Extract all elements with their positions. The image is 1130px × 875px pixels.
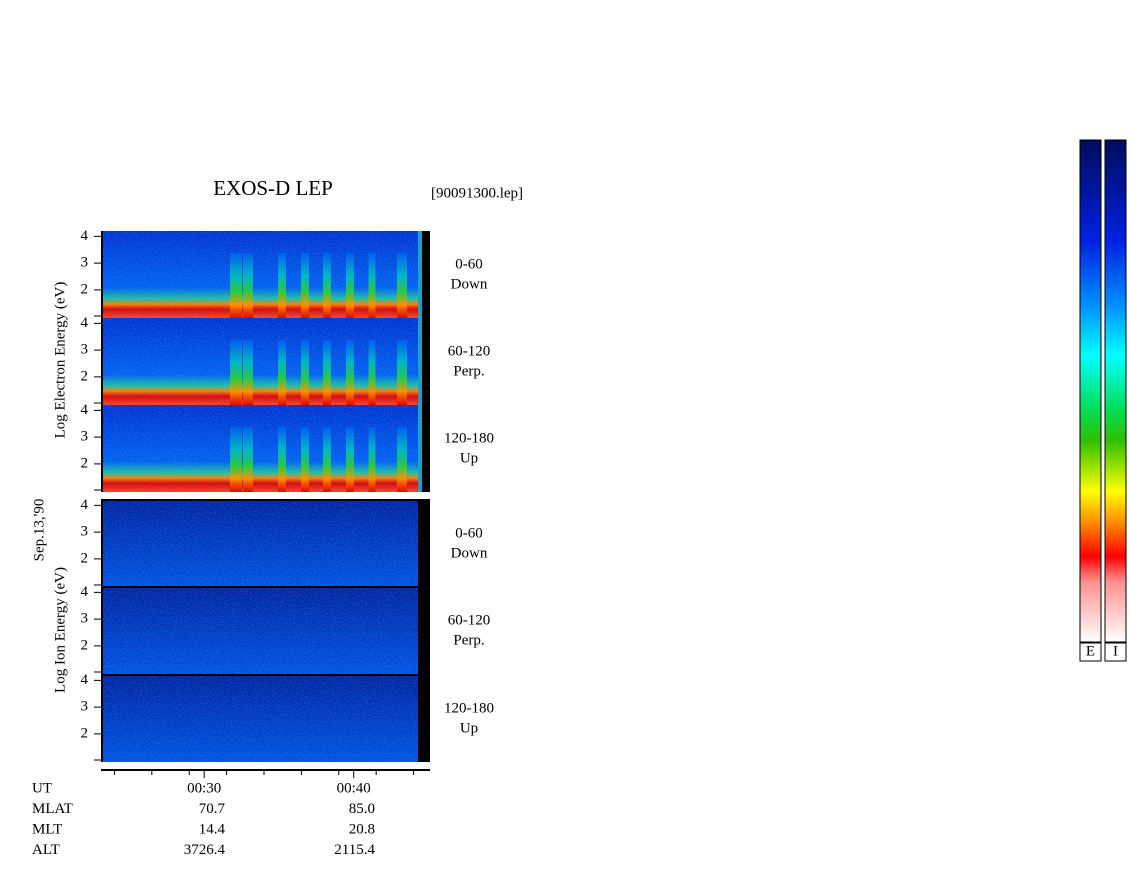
spectrogram-noise [103, 405, 418, 492]
spectrogram-burst [278, 427, 286, 492]
spectrogram-burst [278, 340, 286, 405]
y-tick-label: 3 [81, 699, 89, 715]
spectrogram-burst [346, 340, 354, 405]
panel-sublabel: Perp. [453, 363, 484, 379]
y-tick-label: 2 [81, 550, 89, 566]
y-tick-label: 3 [81, 524, 89, 540]
spectrogram-burst [368, 427, 376, 492]
y-tick-label: 4 [81, 402, 89, 418]
colorbar-label: I [1113, 643, 1118, 659]
panel-label: 120-180 [444, 430, 494, 446]
ephemeris-value: 70.7 [199, 801, 226, 817]
title: EXOS-D LEP [213, 176, 333, 200]
y-tick-label: 2 [81, 455, 89, 471]
y-tick-label: 2 [81, 368, 89, 384]
y-tick-label: 3 [81, 429, 89, 445]
spectrogram-burst [368, 340, 376, 405]
y-tick-label: 3 [81, 255, 89, 271]
panel-sublabel: Down [451, 276, 488, 292]
spectrogram-burst [301, 340, 309, 405]
x-tick-label: 00:30 [187, 780, 221, 796]
ephemeris-name: ALT [32, 842, 60, 858]
ephemeris-value: 2115.4 [334, 842, 375, 858]
spectrogram-burst [301, 427, 309, 492]
ephemeris-value: 85.0 [349, 801, 375, 817]
panel-sublabel: Down [451, 545, 488, 561]
spectrogram-burst [397, 253, 407, 318]
y-tick-label: 3 [81, 342, 89, 358]
ephemeris-name: MLAT [32, 801, 73, 817]
panel-label: 0-60 [455, 256, 483, 272]
edge-strip [418, 231, 422, 318]
colorbar-label-box [1079, 642, 1102, 662]
panel-sublabel: Up [460, 450, 478, 466]
ephemeris-name: MLT [32, 821, 62, 837]
spectrogram-noise [103, 500, 418, 587]
panel-sublabel: Perp. [453, 632, 484, 648]
ephemeris-name: UT [32, 780, 52, 796]
colorbar-label-box [1104, 642, 1127, 662]
spectrogram-noise [103, 318, 418, 405]
y-tick-label: 4 [81, 584, 89, 600]
spectrogram-noise [103, 231, 418, 318]
y-tick-label: 3 [81, 611, 89, 627]
panel-label: 120-180 [444, 700, 494, 716]
spectrogram-burst [243, 253, 253, 318]
spectrogram-burst [243, 340, 253, 405]
edge-strip [418, 405, 422, 492]
spectrogram-burst [278, 253, 286, 318]
panel-label: 60-120 [448, 343, 491, 359]
colorbar [1079, 139, 1102, 643]
colorbar-label: E [1086, 643, 1095, 659]
spectrogram-burst [230, 253, 242, 318]
spectrogram-burst [243, 427, 253, 492]
electron-axis-label: Log Electron Energy (eV) [52, 282, 68, 439]
y-tick-label: 4 [81, 497, 89, 513]
y-tick-label: 4 [81, 672, 89, 688]
edge-strip [418, 500, 430, 587]
colorbar [1104, 139, 1127, 643]
spectrogram-burst [230, 340, 242, 405]
edge-strip [418, 318, 422, 405]
spectrogram-burst [301, 253, 309, 318]
panel-label: 0-60 [455, 525, 483, 541]
y-tick-label: 4 [81, 315, 89, 331]
edge-strip [418, 587, 430, 674]
panel-label: 60-120 [448, 612, 491, 628]
panel-sublabel: Up [460, 720, 478, 736]
spectrogram-burst [323, 427, 331, 492]
x-tick-label: 00:40 [337, 780, 371, 796]
spectrogram-burst [346, 253, 354, 318]
spectrogram-burst [323, 340, 331, 405]
y-tick-label: 2 [81, 281, 89, 297]
y-tick-label: 2 [81, 637, 89, 653]
spectrogram-noise [103, 675, 418, 762]
spectrogram-burst [397, 340, 407, 405]
spectrogram-burst [368, 253, 376, 318]
date: Sep.13,'90 [31, 499, 47, 562]
edge-strip [418, 675, 430, 762]
y-tick-label: 2 [81, 725, 89, 741]
spectrogram-burst [230, 427, 242, 492]
y-tick-label: 4 [81, 228, 89, 244]
spectrogram-burst [397, 427, 407, 492]
ephemeris-value: 20.8 [349, 821, 375, 837]
ephemeris-value: 14.4 [199, 821, 226, 837]
ephemeris-value: 3726.4 [184, 842, 226, 858]
spectrogram-burst [346, 427, 354, 492]
spectrogram-noise [103, 587, 418, 674]
ion-axis-label: Log Ion Energy (eV) [52, 567, 68, 693]
file-name: [90091300.lep] [431, 185, 523, 201]
spectrogram-burst [323, 253, 331, 318]
